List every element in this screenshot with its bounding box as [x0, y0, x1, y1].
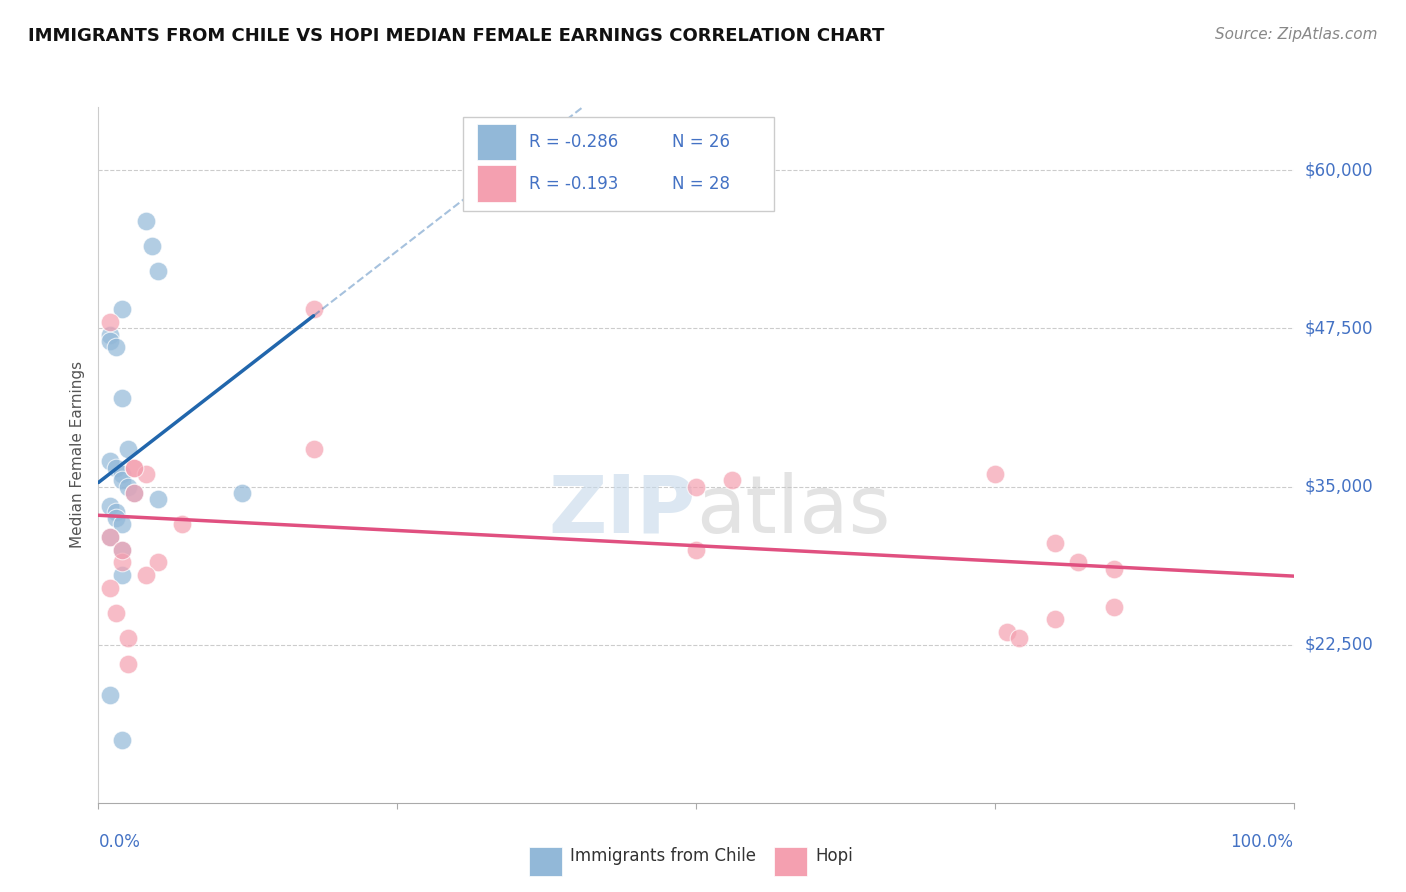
Text: 100.0%: 100.0% [1230, 833, 1294, 851]
Point [111, 568, 134, 582]
Text: 0.0%: 0.0% [98, 833, 141, 851]
Point [117, 657, 139, 671]
Point [105, 606, 128, 620]
Point [148, 492, 170, 507]
Point [1102, 562, 1125, 576]
Point [111, 467, 134, 481]
Point [124, 486, 146, 500]
Point [98, 327, 122, 342]
Point [983, 467, 1005, 481]
Text: IMMIGRANTS FROM CHILE VS HOPI MEDIAN FEMALE EARNINGS CORRELATION CHART: IMMIGRANTS FROM CHILE VS HOPI MEDIAN FEM… [28, 27, 884, 45]
Text: Source: ZipAtlas.com: Source: ZipAtlas.com [1215, 27, 1378, 42]
Point [105, 505, 128, 519]
Point [1102, 599, 1125, 614]
Text: R = -0.193: R = -0.193 [529, 175, 619, 193]
Point [111, 556, 134, 570]
Point [98, 315, 122, 329]
Point [105, 511, 128, 525]
Point [117, 632, 139, 646]
Point [135, 568, 157, 582]
Point [111, 517, 134, 532]
Point [135, 467, 157, 481]
Point [111, 391, 134, 405]
Point [148, 264, 170, 278]
Text: $22,500: $22,500 [1305, 636, 1374, 654]
Text: R = -0.286: R = -0.286 [529, 133, 617, 151]
Text: N = 28: N = 28 [672, 175, 730, 193]
Point [124, 460, 146, 475]
Point [302, 302, 325, 317]
Y-axis label: Median Female Earnings: Median Female Earnings [70, 361, 86, 549]
Text: $47,500: $47,500 [1305, 319, 1374, 337]
Point [172, 517, 194, 532]
Point [124, 486, 146, 500]
Point [995, 625, 1018, 640]
Point [111, 302, 134, 317]
Point [124, 460, 146, 475]
Point [98, 530, 122, 544]
Point [117, 479, 139, 493]
FancyBboxPatch shape [477, 124, 516, 160]
Point [98, 581, 122, 595]
Point [98, 334, 122, 348]
Point [135, 214, 157, 228]
Text: N = 26: N = 26 [672, 133, 730, 151]
Point [302, 442, 325, 456]
FancyBboxPatch shape [773, 847, 807, 876]
Text: atlas: atlas [696, 472, 890, 549]
Point [111, 732, 134, 747]
Point [231, 486, 253, 500]
Point [141, 239, 163, 253]
Text: Hopi: Hopi [815, 847, 853, 865]
Point [105, 460, 128, 475]
Point [1043, 612, 1066, 626]
Point [117, 442, 139, 456]
Point [685, 479, 707, 493]
Point [721, 473, 744, 487]
Text: Immigrants from Chile: Immigrants from Chile [571, 847, 756, 865]
Text: $60,000: $60,000 [1305, 161, 1374, 179]
FancyBboxPatch shape [463, 118, 773, 211]
Point [111, 542, 134, 557]
Point [1067, 556, 1090, 570]
Point [1043, 536, 1066, 550]
Point [1007, 632, 1029, 646]
Point [98, 454, 122, 468]
FancyBboxPatch shape [477, 166, 516, 202]
Point [98, 499, 122, 513]
Text: ZIP: ZIP [548, 472, 696, 549]
Point [105, 340, 128, 354]
FancyBboxPatch shape [529, 847, 562, 876]
Text: $35,000: $35,000 [1305, 477, 1374, 496]
Point [685, 542, 707, 557]
Point [111, 473, 134, 487]
Point [98, 688, 122, 702]
Point [98, 530, 122, 544]
Point [111, 542, 134, 557]
Point [148, 556, 170, 570]
